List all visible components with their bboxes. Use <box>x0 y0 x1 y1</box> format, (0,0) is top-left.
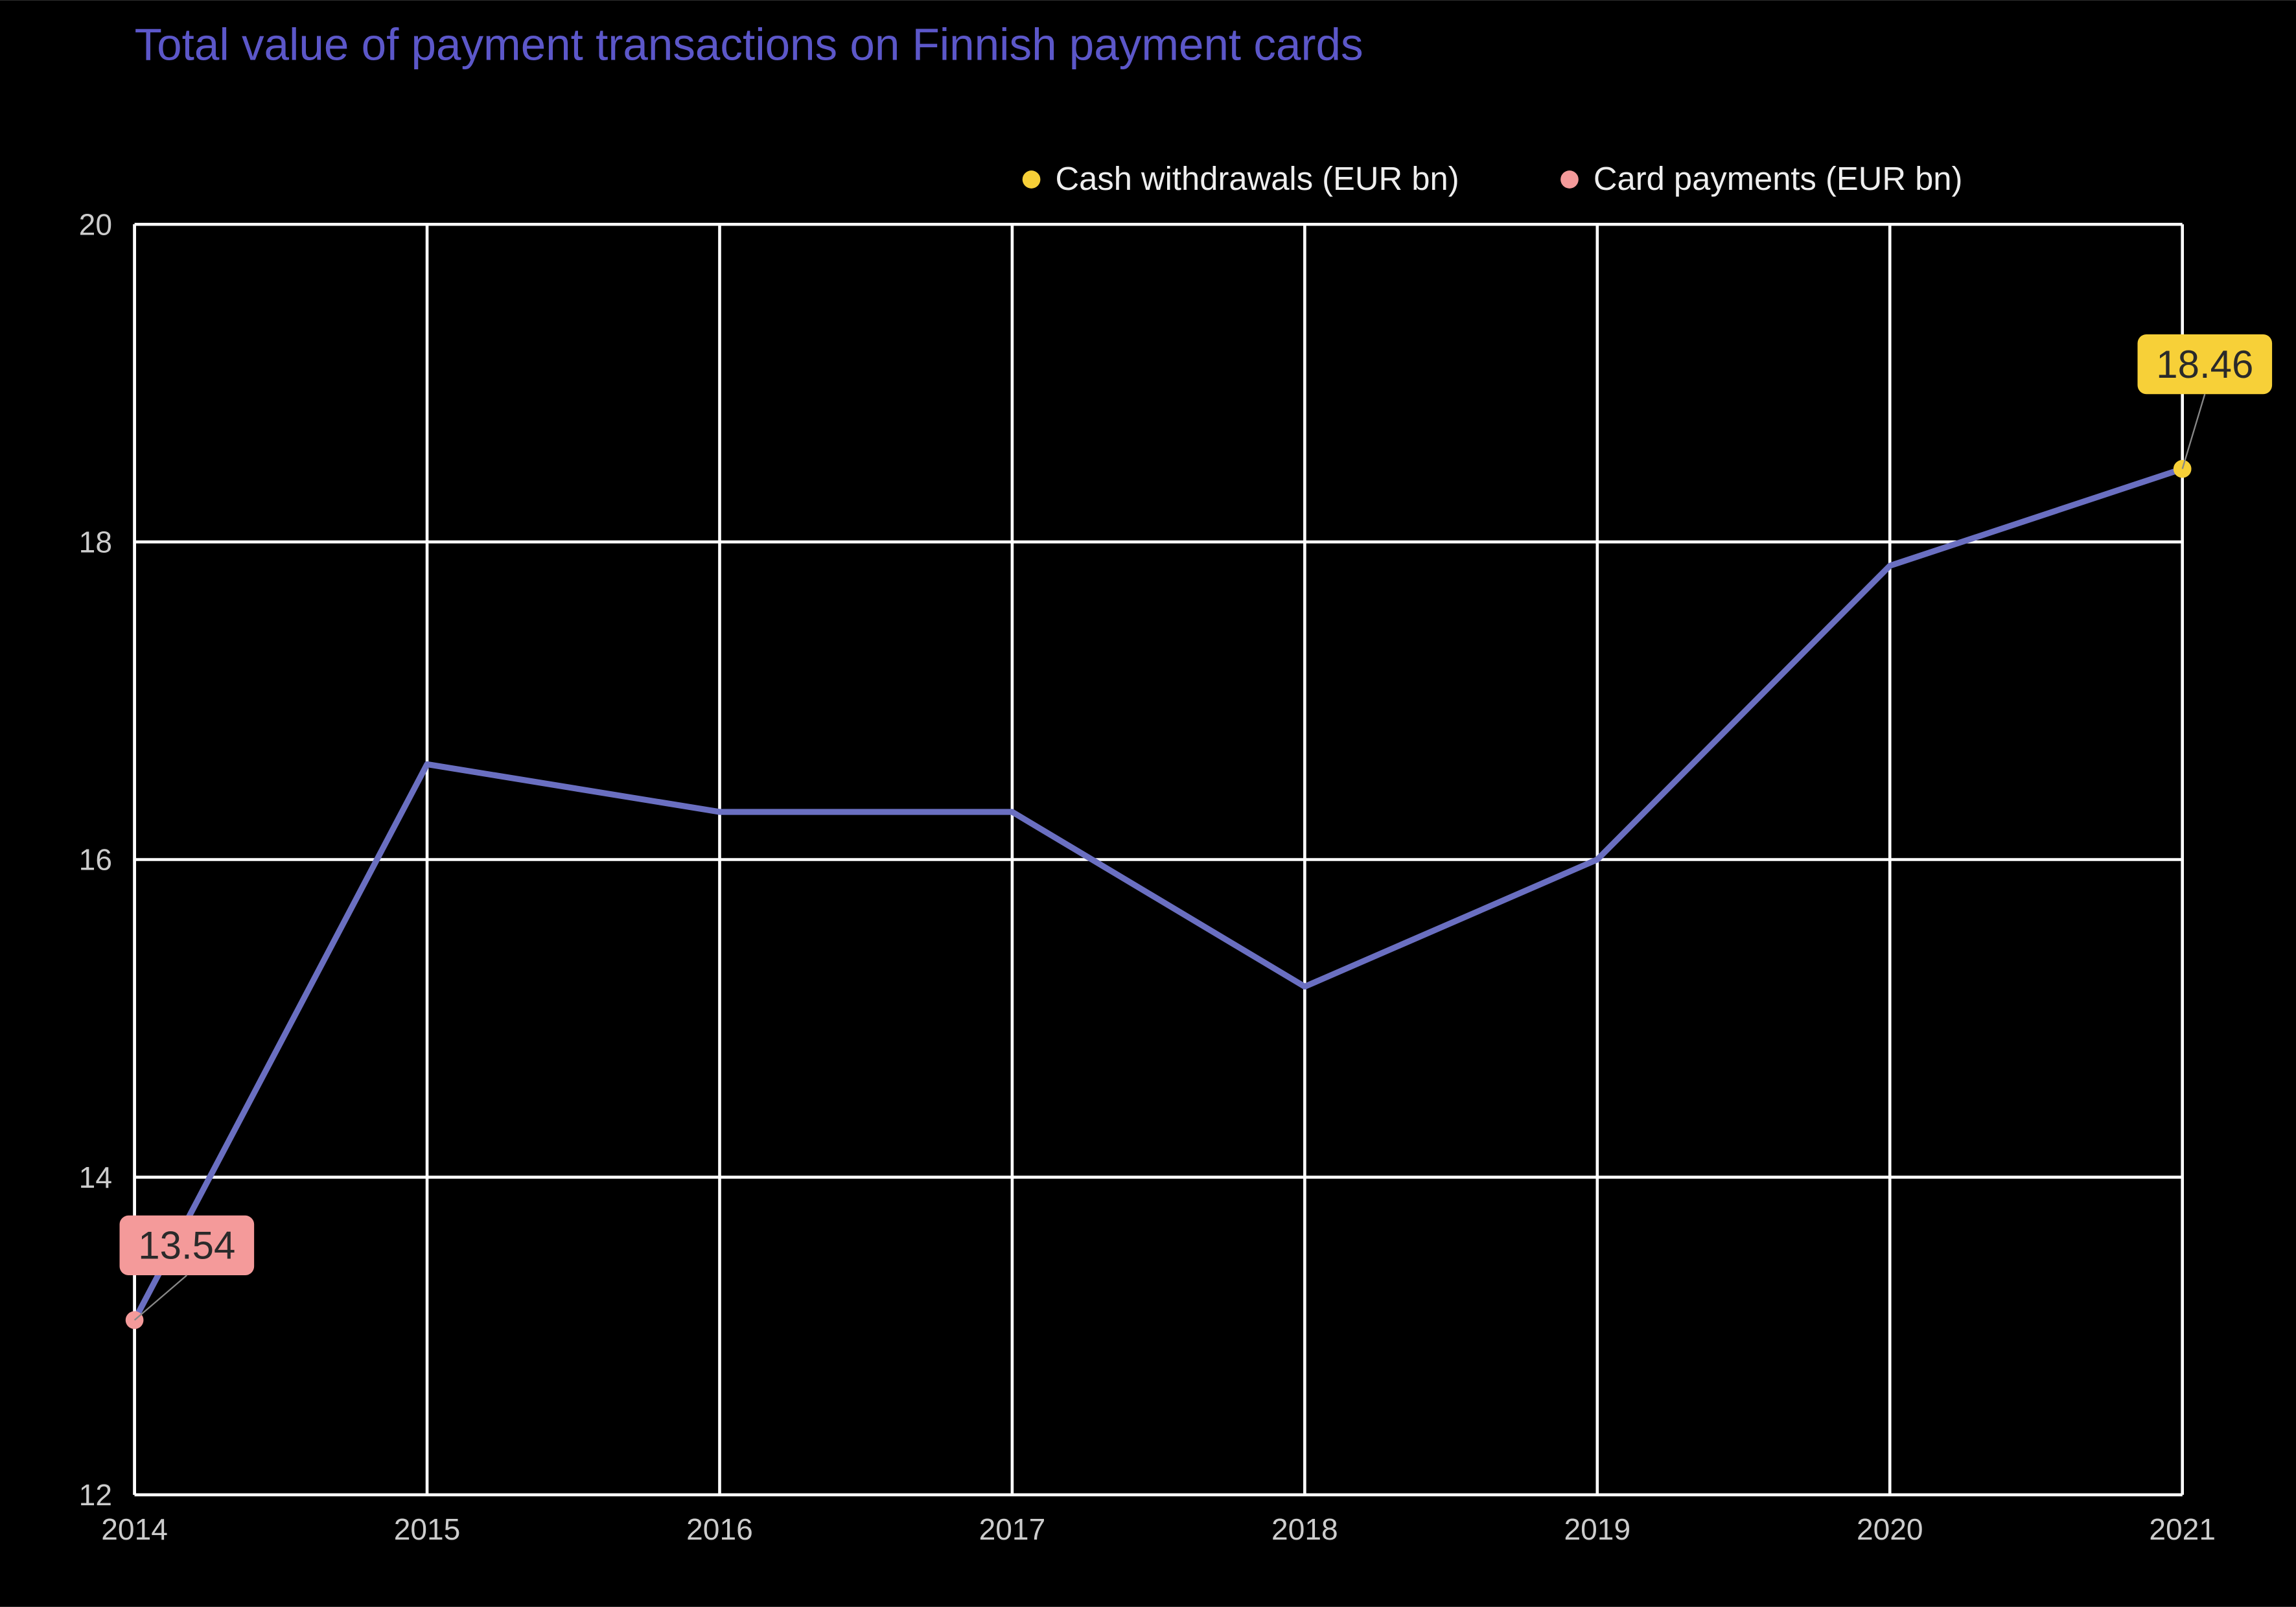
chart-title: Total value of payment transactions on F… <box>135 19 1363 69</box>
x-axis-tick-label: 2017 <box>979 1512 1046 1546</box>
legend-marker <box>1023 170 1041 189</box>
y-axis-tick-label: 12 <box>79 1478 112 1512</box>
x-axis-tick-label: 2018 <box>1271 1512 1338 1546</box>
chart-background <box>0 0 2296 1607</box>
x-axis-tick-label: 2016 <box>686 1512 753 1546</box>
line-chart: Total value of payment transactions on F… <box>0 0 2296 1607</box>
y-axis-tick-label: 16 <box>79 843 112 877</box>
x-axis-tick-label: 2020 <box>1857 1512 1923 1546</box>
chart-container: Total value of payment transactions on F… <box>0 0 2296 1607</box>
first-point-label: 13.54 <box>138 1224 235 1267</box>
x-axis-tick-label: 2021 <box>2149 1512 2216 1546</box>
legend-label: Card payments (EUR bn) <box>1594 160 1963 197</box>
y-axis-tick-label: 14 <box>79 1161 112 1194</box>
x-axis-tick-label: 2014 <box>101 1512 168 1546</box>
legend-label: Cash withdrawals (EUR bn) <box>1055 160 1459 197</box>
x-axis-tick-label: 2019 <box>1564 1512 1630 1546</box>
last-point-label: 18.46 <box>2156 343 2253 386</box>
y-axis-tick-label: 18 <box>79 525 112 559</box>
y-axis-tick-label: 20 <box>79 207 112 241</box>
x-axis-tick-label: 2015 <box>394 1512 461 1546</box>
legend-marker <box>1560 170 1579 189</box>
